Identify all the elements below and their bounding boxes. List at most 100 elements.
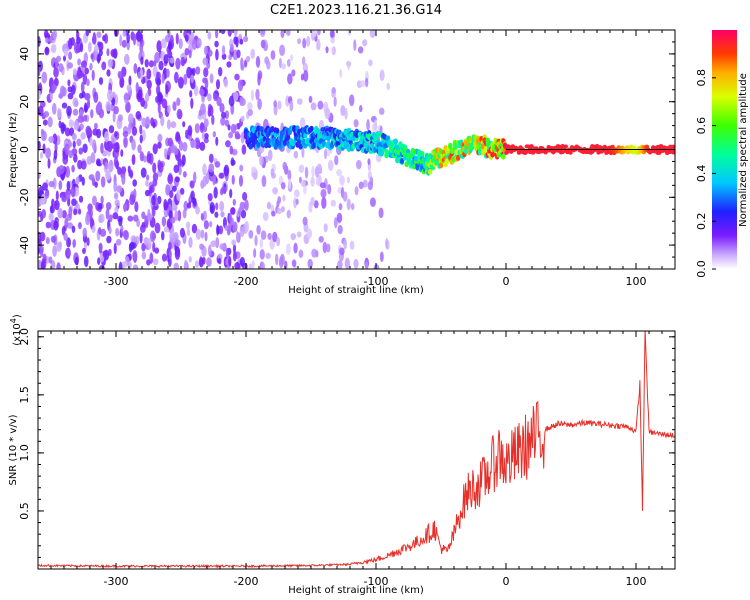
spectrogram-noise-cell bbox=[98, 41, 104, 52]
spectrogram-noise-cell bbox=[136, 91, 142, 103]
spectrogram-noise-cell bbox=[146, 259, 151, 266]
spectrogram-noise-cell bbox=[175, 32, 179, 45]
spectrogram-noise-cell bbox=[379, 69, 385, 82]
spectrogram-noise-cell bbox=[236, 49, 241, 59]
spectrogram-noise-cell bbox=[100, 228, 107, 237]
spectrogram-noise-cell bbox=[146, 174, 150, 181]
spectrogram-noise-cell bbox=[278, 256, 284, 269]
spectrogram-noise-cell bbox=[378, 207, 384, 219]
spectrogram-noise-cell bbox=[98, 77, 104, 85]
spectrogram-noise-cell bbox=[354, 186, 359, 196]
spectrogram-noise-cell bbox=[207, 193, 213, 202]
spectrogram-noise-cell bbox=[146, 79, 152, 90]
colorbar-tick-label: 0.2 bbox=[695, 212, 708, 230]
spectrogram-noise-cell bbox=[316, 38, 321, 51]
spectrogram-noise-cell bbox=[80, 160, 87, 170]
spectrogram-noise-cell bbox=[180, 56, 186, 67]
spectrogram-noise-cell bbox=[86, 237, 90, 246]
spectrogram-noise-cell bbox=[139, 151, 144, 162]
spectrogram-noise-cell bbox=[105, 201, 112, 211]
spectrogram-noise-cell bbox=[38, 88, 41, 100]
spectrogram-noise-cell bbox=[117, 166, 122, 175]
spectrogram-ridge-cell bbox=[455, 154, 461, 161]
spectrogram-noise-cell bbox=[211, 114, 215, 126]
spectrogram-noise-cell bbox=[67, 79, 71, 87]
spectrogram-noise-cell bbox=[329, 30, 335, 39]
spectrogram-noise-cell bbox=[259, 249, 265, 260]
spectrogram-noise-cell bbox=[106, 235, 112, 244]
spectrogram-noise-cell bbox=[52, 30, 58, 41]
snr-series-line bbox=[38, 331, 675, 569]
spectrogram-noise-cell bbox=[58, 120, 62, 129]
spectrogram-noise-cell bbox=[369, 176, 374, 186]
spectrogram-noise-cell bbox=[174, 210, 179, 221]
spectrogram-noise-cell bbox=[320, 188, 327, 198]
spectrogram-noise-cell bbox=[139, 124, 143, 135]
spectrogram-noise-cell bbox=[101, 150, 108, 157]
spectrogram-noise-cell bbox=[84, 105, 89, 113]
y-tick-label: 0.5 bbox=[18, 502, 31, 520]
spectrogram-noise-cell bbox=[61, 123, 67, 132]
snr-frame bbox=[37, 330, 676, 570]
spectrogram-noise-cell bbox=[121, 39, 127, 48]
spectrogram-noise-cell bbox=[324, 107, 331, 120]
spectrogram-noise-cell bbox=[271, 210, 276, 217]
spectrogram-noise-cell bbox=[206, 257, 212, 267]
spectrogram-noise-cell bbox=[202, 256, 206, 265]
spectrogram-noise-cell bbox=[89, 62, 93, 71]
spectrogram-ridge-cell bbox=[337, 144, 342, 151]
spectrogram-noise-cell bbox=[77, 71, 83, 79]
spectrogram-noise-cell bbox=[303, 185, 307, 195]
spectrogram-noise-cell bbox=[163, 226, 170, 233]
y-tick-label: -20 bbox=[18, 188, 31, 206]
spectrogram-noise-cell bbox=[229, 188, 233, 199]
spectrogram-noise-cell bbox=[65, 191, 71, 200]
spectrogram-noise-cell bbox=[53, 220, 59, 231]
spectrogram-noise-cell bbox=[92, 128, 99, 136]
y-tick-label: -40 bbox=[18, 236, 31, 254]
spectrogram-noise-cell bbox=[302, 216, 308, 226]
y-tick-label: 40 bbox=[18, 47, 31, 61]
spectrogram-noise-cell bbox=[267, 149, 273, 162]
spectrogram-noise-cell bbox=[54, 57, 59, 69]
spectrogram-noise-cell bbox=[280, 30, 285, 39]
spectrogram-noise-cell bbox=[51, 102, 57, 115]
spectrogram-noise-cell bbox=[98, 242, 103, 252]
x-tick-label: -300 bbox=[104, 275, 129, 288]
spectrogram-noise-cell bbox=[173, 147, 179, 156]
spectrogram-noise-cell bbox=[207, 244, 212, 257]
spectrogram-ridge-cell bbox=[315, 127, 320, 134]
spectrogram-noise-cell bbox=[194, 123, 200, 134]
spectrogram-noise-cell bbox=[188, 256, 192, 263]
spectrogram-noise-cell bbox=[108, 226, 112, 235]
spectrogram-noise-cell bbox=[231, 174, 235, 185]
spectrogram-noise-cell bbox=[208, 153, 214, 164]
spectrogram-noise-cell bbox=[188, 49, 192, 59]
spectrogram-noise-cell bbox=[195, 66, 201, 75]
spectrogram-noise-cell bbox=[176, 108, 183, 120]
spectrogram-noise-cell bbox=[277, 100, 282, 110]
spectrogram-noise-cell bbox=[214, 40, 219, 48]
spectrogram-ridge-cell bbox=[644, 144, 650, 149]
spectrogram-noise-cell bbox=[82, 227, 87, 238]
spectrogram-noise-cell bbox=[208, 49, 213, 57]
spectrogram-noise-cell bbox=[42, 119, 48, 126]
spectrogram-noise-cell bbox=[188, 236, 193, 249]
spectrogram-noise-cell bbox=[251, 260, 255, 269]
spectrogram-noise-cell bbox=[73, 208, 78, 216]
spectrogram-noise-cell bbox=[204, 231, 208, 242]
spectrogram-noise-cell bbox=[64, 127, 71, 137]
spectrogram-noise-cell bbox=[220, 117, 226, 126]
spectrogram-noise-cell bbox=[250, 48, 256, 59]
spectrogram-noise-cell bbox=[251, 166, 257, 173]
spectrogram-noise-cell bbox=[106, 140, 113, 153]
colorbar-tick-label: 0.4 bbox=[695, 165, 708, 183]
spectrogram-noise-cell bbox=[369, 30, 376, 38]
spectrogram-noise-cell bbox=[286, 58, 291, 67]
spectrogram-noise-cell bbox=[66, 247, 71, 258]
spectrogram-noise-cell bbox=[82, 143, 88, 154]
spectrogram-noise-cell bbox=[70, 186, 76, 198]
spectrogram-noise-cell bbox=[346, 198, 351, 211]
spectrogram-noise-cell bbox=[151, 195, 156, 206]
snr-panel: -300 -200 -100 0 100 0.5 1.0 1.5 2.0 Height of … bbox=[8, 314, 676, 596]
